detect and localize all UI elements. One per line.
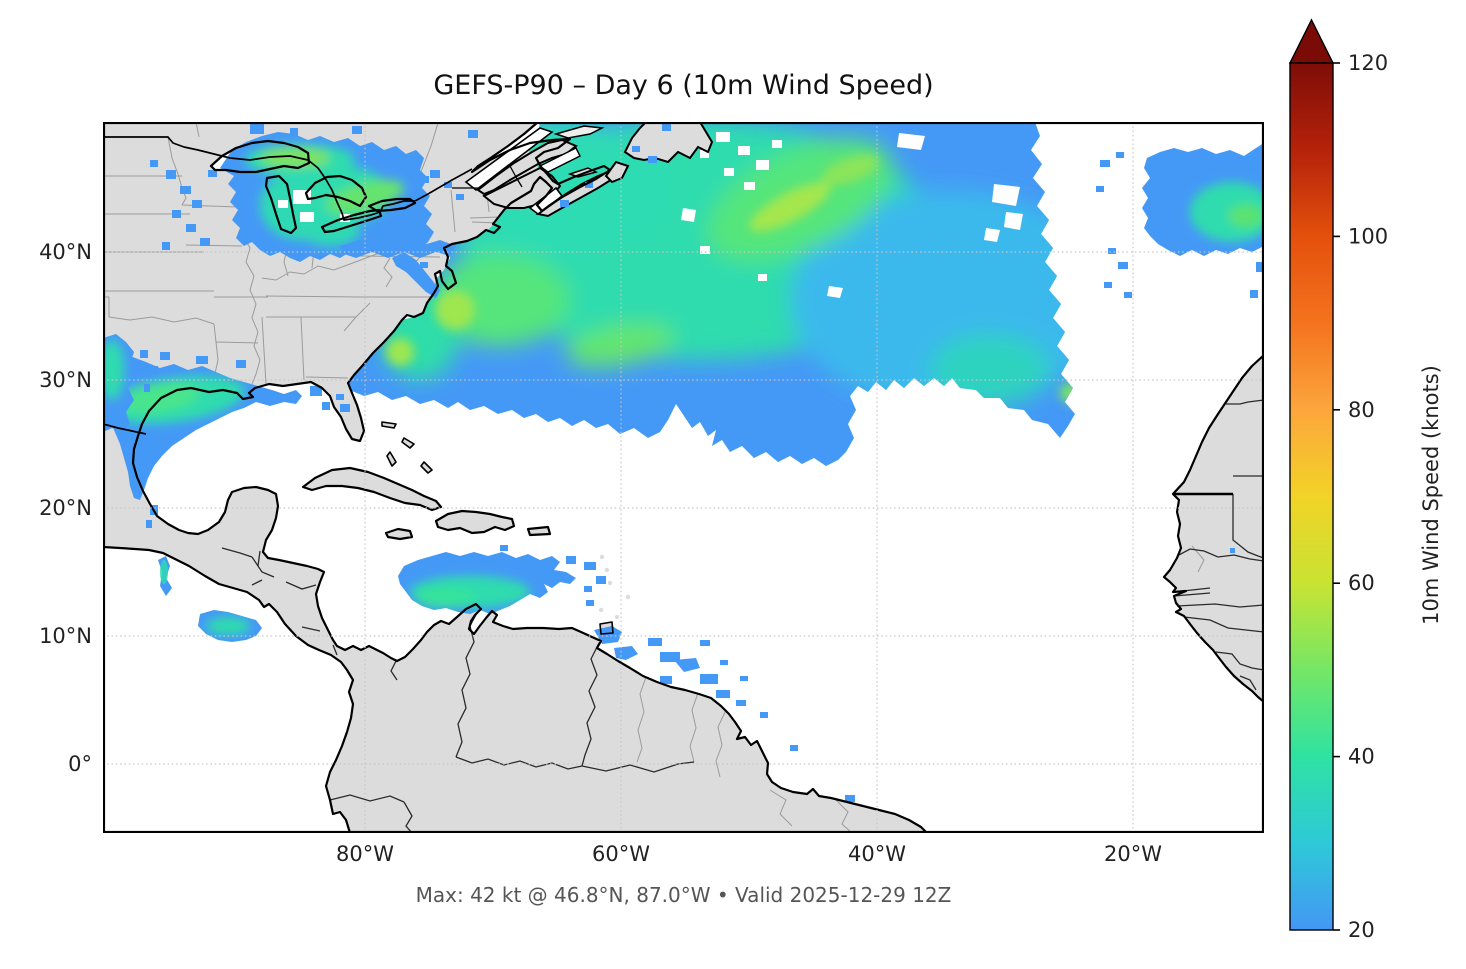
x-tick-40w: 40°W [848,842,906,866]
st-lawrence-river [414,168,473,202]
plot-title: GEFS-P90 – Day 6 (10m Wind Speed) [433,70,934,101]
colorbar-axis-label: 10m Wind Speed (knots) [1419,365,1443,625]
x-tick-60w: 60°W [592,842,650,866]
wind-patches-ne-south-america [594,626,855,802]
texas-flecks [140,350,158,392]
x-tick-20w: 20°W [1104,842,1162,866]
map-canvas [103,122,1264,833]
us-canada-border [103,136,415,221]
midwest-flecks [150,124,478,268]
great-lakes-outlines [209,139,417,235]
us-mexico-border [103,423,147,435]
country-borders [221,399,1264,833]
map-frame [103,122,1264,833]
wind-streak-ohio [340,240,456,258]
colorbar-tick-20: 20 [1348,918,1375,942]
wind-field-holes [681,132,1023,298]
land-layer [103,122,1264,833]
cape-breton [604,160,630,184]
y-tick-10n: 10°N [39,624,92,648]
colorbar-bar [1289,62,1334,931]
x-tick-80w: 80°W [336,842,394,866]
caption: Max: 42 kt @ 46.8°N, 87.0°W • Valid 2025… [415,883,952,907]
colorbar-tick-40: 40 [1348,745,1375,769]
ne-blob-flecks [1096,152,1264,553]
colorbar-tick-120: 120 [1348,51,1388,75]
maritime-flecks [560,124,671,207]
colorbar-tick-100: 100 [1348,224,1388,248]
colorbar: 120 100 80 60 40 20 10m Wind Speed (knot… [1288,18,1443,942]
y-tick-20n: 20°N [39,496,92,520]
caribbean-flecks [500,545,606,606]
map-axes [103,122,1264,833]
colorbar-max-arrow [1288,18,1335,64]
y-tick-30n: 30°N [39,368,92,392]
colorbar-tick-marks [1333,62,1340,931]
y-tick-40n: 40°N [39,240,92,264]
anticosti-island [553,125,605,139]
colorbar-tick-80: 80 [1348,398,1375,422]
chaleur-bay [538,147,581,173]
y-tick-0: 0° [68,752,92,776]
colorbar-tick-60: 60 [1348,571,1375,595]
coastline-layer [103,122,1264,833]
border-45n [452,165,523,189]
graticule [103,122,1264,833]
wind-streak-chesapeake [392,252,440,298]
